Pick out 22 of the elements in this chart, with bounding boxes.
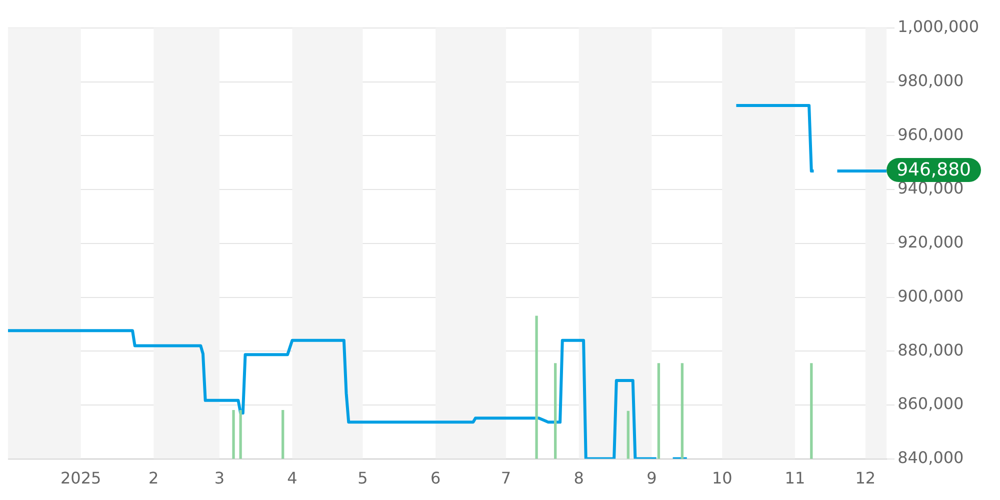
x-tick-label: 2025 [60, 468, 102, 488]
y-tick-label: 960,000 [898, 124, 964, 144]
x-tick-label: 4 [287, 468, 298, 488]
x-tick-label: 3 [214, 468, 225, 488]
y-tick-label: 940,000 [898, 178, 964, 198]
x-tick-label: 2 [148, 468, 159, 488]
x-tick-label: 12 [855, 468, 876, 488]
y-tick-label: 1,000,000 [898, 17, 980, 36]
x-tick-label: 9 [646, 468, 657, 488]
y-tick-label: 920,000 [898, 232, 964, 252]
annotation: 946,880 [896, 160, 972, 181]
x-tick-label: 6 [430, 468, 441, 488]
x-tick-label: 5 [358, 468, 368, 488]
y-tick-label: 880,000 [898, 340, 964, 360]
x-tick-label: 7 [500, 468, 512, 488]
x-tick-label: 11 [784, 468, 806, 488]
x-tick-label: 10 [712, 468, 732, 488]
y-tick-label: 900,000 [898, 286, 964, 306]
x-tick-label: 8 [574, 468, 584, 488]
y-tick-label: 980,000 [898, 71, 964, 90]
y-tick-label: 860,000 [898, 394, 964, 414]
y-tick-label: 840,000 [898, 448, 964, 467]
